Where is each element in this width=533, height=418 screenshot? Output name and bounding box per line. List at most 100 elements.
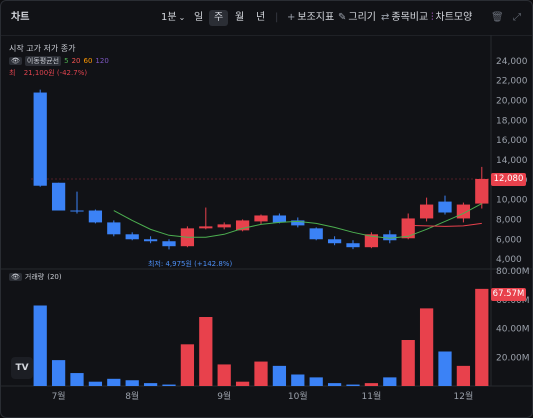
volume-axis-label: 20.00M: [496, 353, 530, 363]
volume-bar: [143, 383, 158, 386]
ma-period-5: 5: [64, 57, 69, 65]
candle-body: [162, 241, 176, 247]
ma-period-20: 20: [71, 57, 81, 65]
candle-body: [419, 204, 434, 219]
candle-body: [235, 220, 250, 231]
interval-label: 1분: [161, 12, 177, 23]
ma20-line: [408, 222, 482, 227]
volume-bar: [475, 288, 489, 386]
compare-icon: ⇄: [381, 12, 390, 23]
chart-style-button[interactable]: ⫶ 차트모양: [431, 10, 472, 26]
price-axis-label: 4,000: [496, 255, 522, 265]
volume-bar: [254, 361, 268, 386]
candle-body: [272, 215, 287, 223]
indicators-label: 보조지표: [297, 12, 335, 23]
volume-bar: [162, 384, 176, 386]
volume-bar: [125, 380, 139, 386]
volume-bar: [309, 377, 323, 386]
volume-period: (20): [47, 273, 62, 281]
volume-bar: [346, 384, 360, 386]
chart-toolbar: 차트 1분 ⌄ 일 주 월 년 | + 보조지표 ✎ 그리기 ⇄ 종목비교 ⫶ 차트모양 …: [1, 1, 532, 36]
volume-bar: [88, 381, 103, 386]
x-axis-label: 10월: [288, 390, 308, 402]
pencil-icon: ✎: [338, 12, 347, 23]
candle-body: [364, 234, 379, 248]
volume-bar: [327, 383, 342, 386]
candle-body: [217, 224, 231, 228]
compare-button[interactable]: ⇄ 종목비교: [381, 10, 428, 26]
x-axis-label: 9월: [217, 390, 231, 402]
indicators-button[interactable]: + 보조지표: [287, 10, 334, 26]
candle-body: [291, 220, 305, 226]
interval-dropdown[interactable]: 1분 ⌄: [161, 10, 185, 26]
volume-label: 거래량: [24, 273, 45, 281]
candle-body: [383, 234, 397, 241]
volume-axis-label: 80.00M: [496, 267, 530, 277]
period-tab-week[interactable]: 주: [209, 10, 229, 26]
high-annotation-label: 최: [9, 69, 16, 77]
volume-bar: [235, 381, 250, 386]
tradingview-logo[interactable]: TV: [11, 357, 33, 379]
period-tab-day[interactable]: 일: [194, 12, 204, 23]
x-axis-label: 8월: [125, 390, 139, 402]
chevron-down-icon: ⌄: [178, 13, 186, 22]
draw-button[interactable]: ✎ 그리기: [338, 10, 376, 26]
volume-bar: [199, 317, 213, 386]
volume-bar: [401, 340, 415, 386]
candle-body: [401, 218, 415, 239]
candle-body: [143, 239, 158, 242]
candle-style-icon: ⫶: [431, 12, 434, 23]
candle-body: [107, 222, 121, 235]
volume-bar: [383, 377, 397, 386]
price-axis-label: 14,000: [496, 156, 528, 166]
high-annotation-value: 21,100원 (-42.7%): [23, 69, 88, 77]
ma-label[interactable]: 이동평균선: [24, 56, 62, 66]
eye-icon[interactable]: 👁: [9, 273, 22, 281]
price-axis-label: 6,000: [496, 235, 522, 245]
ma-period-120: 120: [95, 57, 109, 65]
volume-bar: [438, 351, 452, 386]
price-axis-label: 8,000: [496, 215, 522, 225]
compare-label: 종목비교: [391, 12, 429, 23]
price-axis-label: 20,000: [496, 96, 528, 106]
high-annotation: 최 21,100원 (-42.7%): [9, 68, 87, 78]
ohlc-legend: 시작 고가 저가 종가: [9, 44, 76, 53]
volume-bar: [70, 373, 84, 386]
period-tab-month[interactable]: 월: [235, 12, 245, 23]
volume-bar: [272, 365, 287, 386]
candle-body: [51, 182, 66, 211]
price-axis-label: 16,000: [496, 136, 528, 146]
low-annotation: 최저: 4,975원 (+142.8%): [148, 260, 233, 268]
price-axis-label: 24,000: [496, 57, 528, 67]
draw-label: 그리기: [348, 12, 376, 23]
volume-bar: [364, 383, 379, 386]
volume-bar: [456, 365, 471, 386]
expand-icon[interactable]: ⤢: [513, 12, 521, 23]
candle-body: [346, 243, 360, 248]
volume-bar: [217, 364, 231, 386]
chart-title: 차트: [11, 12, 30, 23]
volume-bar: [419, 308, 434, 386]
ma5-line: [113, 203, 483, 239]
volume-tag: 67.57M: [491, 288, 526, 301]
candle-body: [475, 178, 489, 204]
period-tab-year[interactable]: 년: [256, 12, 266, 23]
price-tag: 12,080: [491, 173, 526, 186]
x-axis-label: 12월: [454, 390, 474, 402]
candle-body: [33, 92, 47, 186]
volume-bar: [107, 378, 121, 386]
trash-icon[interactable]: 🗑: [491, 12, 504, 23]
volume-axis-label: 40.00M: [496, 325, 530, 335]
x-axis-label: 11월: [362, 390, 382, 402]
candle-body: [327, 239, 342, 244]
candle-body: [125, 234, 139, 240]
eye-icon[interactable]: 👁: [9, 57, 22, 65]
volume-bar: [291, 374, 305, 386]
candle-body: [199, 226, 213, 229]
ma-legend: 👁 이동평균선 5 20 60 120: [9, 56, 109, 66]
ma-period-60: 60: [83, 57, 93, 65]
candle-body: [309, 228, 323, 240]
candle-body: [438, 201, 452, 213]
